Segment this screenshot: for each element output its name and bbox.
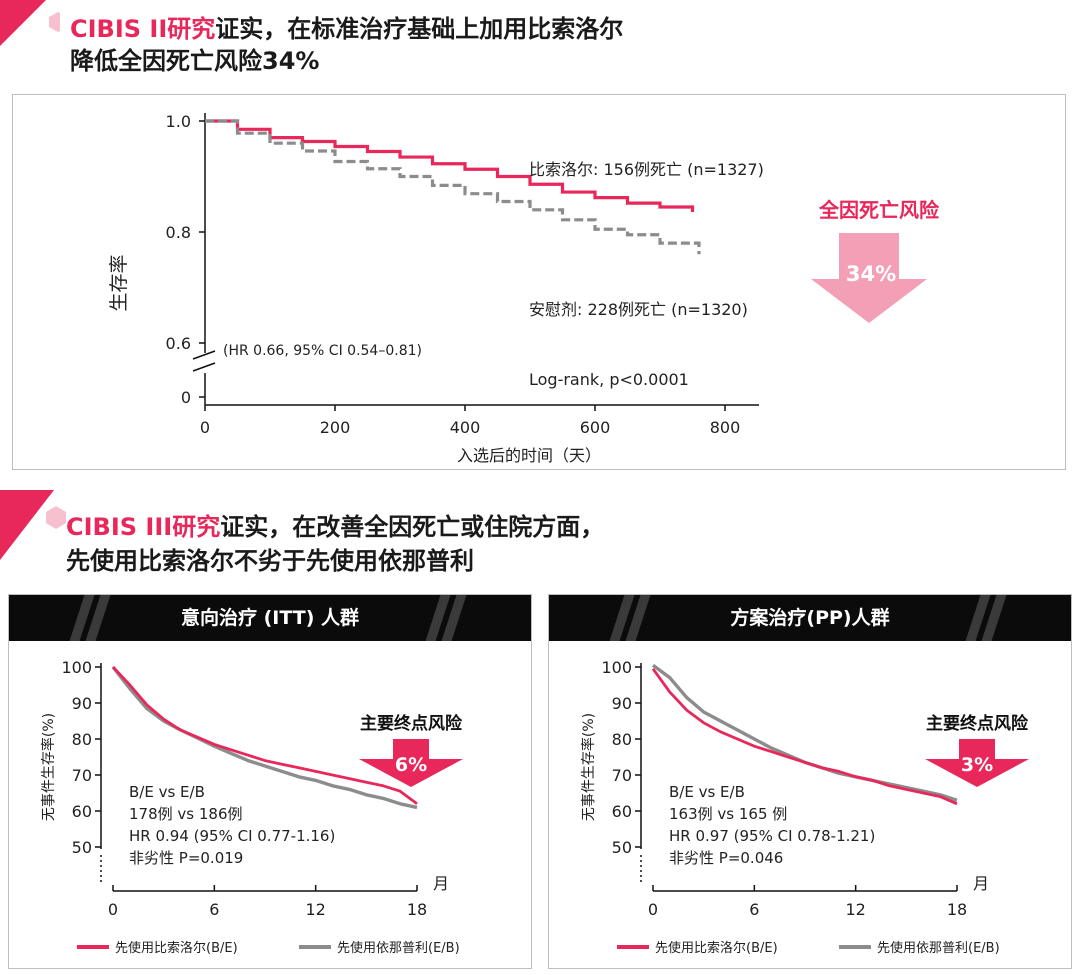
y-axis-label: 生存率 xyxy=(108,254,130,311)
x-tick-label: 600 xyxy=(580,418,611,437)
risk-arrow-icon xyxy=(359,739,463,787)
y-axis-label: 无事件生存率(%) xyxy=(580,713,597,821)
eb-curve xyxy=(111,665,418,810)
y-tick-label: 80 xyxy=(612,730,632,749)
risk-title: 主要终点风险 xyxy=(360,713,463,734)
x-axis-label: 月 xyxy=(973,874,989,893)
risk-arrow-icon xyxy=(811,233,927,323)
section-flag-2 xyxy=(0,490,66,560)
x-tick-label: 6 xyxy=(209,900,219,919)
section2-title-highlight: CIBIS III研究 xyxy=(66,513,221,541)
y-tick-label: 70 xyxy=(72,766,92,785)
y-tick-label: 90 xyxy=(72,694,92,713)
stats-line: 163例 vs 165 例 xyxy=(669,805,787,823)
section1-title-line2: 降低全因死亡风险34% xyxy=(70,47,320,75)
placebo-curve xyxy=(205,119,701,255)
eb-curve xyxy=(651,663,958,802)
be-curve xyxy=(111,666,418,805)
x-axis-label: 月 xyxy=(433,874,449,893)
section2-title-rest: 证实，在改善全因死亡或住院方面， xyxy=(220,513,605,541)
y-tick-label: 1.0 xyxy=(166,112,191,131)
x-tick-label: 0 xyxy=(200,418,210,437)
y-tick-label: 0 xyxy=(181,388,191,407)
y-tick-label: 80 xyxy=(72,730,92,749)
x-tick-label: 18 xyxy=(407,900,427,919)
y-tick-label: 50 xyxy=(72,838,92,857)
stats-line: HR 0.97 (95% CI 0.78-1.21) xyxy=(669,827,875,845)
risk-value: 34% xyxy=(846,262,896,286)
section1-title-highlight: CIBIS II研究 xyxy=(70,15,216,43)
section2-title-line2: 先使用比索洛尔不劣于先使用依那普利 xyxy=(66,547,474,575)
be-curve xyxy=(651,667,958,806)
pp-chart-panel: 方案治疗(PP)人群 50 60 70 80 90 100 无事件生存率(%) 0 6 12 18 月… xyxy=(548,594,1072,969)
stats-line: HR 0.94 (95% CI 0.77-1.16) xyxy=(129,827,335,845)
stats-line: 非劣性 P=0.046 xyxy=(669,849,783,867)
hr-annotation: (HR 0.66, 95% CI 0.54–0.81) xyxy=(223,343,422,359)
legend-label-be: 先使用比索洛尔(B/E) xyxy=(115,940,238,956)
y-tick-label: 0.8 xyxy=(166,223,191,242)
section1-title: CIBIS II研究证实，在标准治疗基础上加用比索洛尔 xyxy=(70,14,623,44)
y-tick-label: 0.6 xyxy=(166,334,191,353)
y-tick-label: 100 xyxy=(601,658,632,677)
section1-title-rest: 证实，在标准治疗基础上加用比索洛尔 xyxy=(215,15,624,43)
itt-survival-chart: 50 60 70 80 90 100 无事件生存率(%) 0 6 12 18 月 B/E vs E/B 1… xyxy=(40,658,463,956)
x-tick-label: 6 xyxy=(749,900,759,919)
bisoprolol-curve xyxy=(205,119,695,213)
itt-panel-header: 意向治疗 (ITT) 人群 xyxy=(9,595,531,641)
x-axis-label: 入选后的时间（天） xyxy=(457,446,601,465)
pp-panel-header: 方案治疗(PP)人群 xyxy=(549,595,1071,641)
x-tick-label: 12 xyxy=(845,900,865,919)
risk-value: 3% xyxy=(961,754,993,776)
legend-label-eb: 先使用依那普利(E/B) xyxy=(337,940,460,956)
y-tick-label: 90 xyxy=(612,694,632,713)
y-tick-label: 60 xyxy=(612,802,632,821)
section2-title: CIBIS III研究证实，在改善全因死亡或住院方面， xyxy=(66,512,604,542)
y-tick-label: 100 xyxy=(61,658,92,677)
stats-line: 178例 vs 186例 xyxy=(129,805,243,823)
pp-header-label: 方案治疗(PP)人群 xyxy=(730,607,890,629)
x-tick-label: 0 xyxy=(108,900,118,919)
section-flag-1 xyxy=(0,0,60,46)
axis-break-mark xyxy=(192,350,216,360)
risk-title: 全因死亡风险 xyxy=(818,198,940,222)
placebo-series-label: 安慰剂: 228例死亡 (n=1320) xyxy=(529,300,748,319)
risk-title: 主要终点风险 xyxy=(926,713,1029,734)
logrank-annotation: Log-rank, p<0.0001 xyxy=(529,370,689,389)
pp-survival-chart: 50 60 70 80 90 100 无事件生存率(%) 0 6 12 18 月 B/E vs E/B 1… xyxy=(580,658,1029,956)
x-tick-label: 400 xyxy=(450,418,481,437)
itt-chart-panel: 意向治疗 (ITT) 人群 50 60 70 80 90 100 无事件生存率(%) 0 6 12… xyxy=(8,594,532,969)
x-tick-label: 0 xyxy=(648,900,658,919)
stats-line: B/E vs E/B xyxy=(669,783,745,801)
y-tick-label: 60 xyxy=(72,802,92,821)
x-tick-label: 200 xyxy=(320,418,351,437)
y-tick-label: 50 xyxy=(612,838,632,857)
itt-header-label: 意向治疗 (ITT) 人群 xyxy=(180,607,360,629)
stats-line: B/E vs E/B xyxy=(129,783,205,801)
x-tick-label: 800 xyxy=(710,418,741,437)
axis-break-mark xyxy=(192,362,216,372)
risk-arrow-icon xyxy=(925,739,1029,787)
stats-line: 非劣性 P=0.019 xyxy=(129,849,243,867)
y-axis-label: 无事件生存率(%) xyxy=(40,713,57,821)
legend-label-be: 先使用比索洛尔(B/E) xyxy=(655,940,778,956)
cibis2-survival-chart: 0 0.6 0.8 1.0 0 200 400 600 800 生存率 入选后的时间（天） 比索… xyxy=(108,112,940,465)
bisoprolol-series-label: 比索洛尔: 156例死亡 (n=1327) xyxy=(529,160,764,179)
legend-label-eb: 先使用依那普利(E/B) xyxy=(877,940,1000,956)
y-tick-label: 70 xyxy=(612,766,632,785)
x-tick-label: 12 xyxy=(305,900,325,919)
x-tick-label: 18 xyxy=(947,900,967,919)
risk-value: 6% xyxy=(395,754,427,776)
cibis2-chart-panel: 0 0.6 0.8 1.0 0 200 400 600 800 生存率 入选后的时间（天） 比索… xyxy=(12,94,1066,470)
